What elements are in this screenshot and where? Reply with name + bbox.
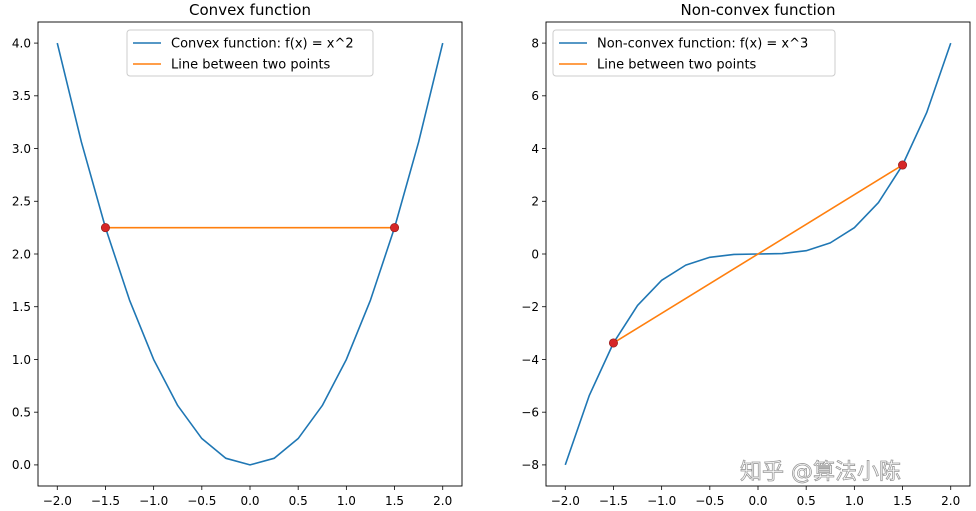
chord-line xyxy=(613,164,903,344)
x-tick-label: −1.5 xyxy=(599,494,628,508)
x-tick-label: 0.0 xyxy=(240,494,259,508)
legend-label: Non-convex function: f(x) = x^3 xyxy=(597,37,808,52)
endpoint-marker xyxy=(608,338,618,348)
y-tick-label: 1.5 xyxy=(12,300,31,314)
x-tick-label: −2.0 xyxy=(551,494,580,508)
x-tick-label: 0.5 xyxy=(289,494,308,508)
x-tick-label: 0.5 xyxy=(797,494,816,508)
x-tick-label: −1.5 xyxy=(91,494,120,508)
y-tick-label: 2.5 xyxy=(12,195,31,209)
x-tick-label: 0.0 xyxy=(748,494,767,508)
y-tick-label: −6 xyxy=(521,405,539,419)
watermark-text: 知乎 @算法小陈 xyxy=(740,460,901,485)
y-tick-label: 2 xyxy=(531,195,539,209)
legend-box xyxy=(126,29,374,77)
legend-label: Line between two points xyxy=(171,58,331,73)
y-tick-label: 3.0 xyxy=(12,142,31,156)
x-tick-label: −0.5 xyxy=(695,494,724,508)
legend-box xyxy=(552,29,836,77)
x-tick-label: −1.0 xyxy=(139,494,168,508)
x-tick-label: 1.0 xyxy=(845,494,864,508)
chart-title: Non-convex function xyxy=(680,1,835,19)
y-tick-label: 0.0 xyxy=(12,458,31,472)
convex-chart: Convex function −2.0 −1.5 −1.0 −0.5 0.0 0.5 1.0… xyxy=(12,1,463,508)
x-tick-label: 1.5 xyxy=(385,494,404,508)
y-tick-label: 4.0 xyxy=(12,36,31,50)
x-tick-label: 2.0 xyxy=(941,494,960,508)
y-tick-label: 0 xyxy=(531,247,539,261)
y-tick-label: −8 xyxy=(521,458,539,472)
chart-title: Convex function xyxy=(189,1,311,19)
non-convex-chart: Non-convex function −2.0 −1.5 −1.0 −0.5 0.0 0.… xyxy=(521,1,971,508)
x-tick-label: 2.0 xyxy=(433,494,452,508)
x-tick-label: −0.5 xyxy=(187,494,216,508)
y-tick-label: −4 xyxy=(521,353,539,367)
endpoint-marker xyxy=(898,160,908,170)
y-tick-label: −2 xyxy=(521,300,539,314)
legend-label: Convex function: f(x) = x^2 xyxy=(171,37,354,52)
y-tick-label: 4 xyxy=(531,142,539,156)
y-tick-label: 8 xyxy=(531,36,539,50)
y-tick-label: 3.5 xyxy=(12,89,31,103)
legend-label: Line between two points xyxy=(597,58,757,73)
endpoint-marker xyxy=(100,223,110,233)
y-tick-label: 1.0 xyxy=(12,353,31,367)
y-tick-label: 0.5 xyxy=(12,405,31,419)
y-tick-label: 6 xyxy=(531,89,539,103)
x-tick-label: −2.0 xyxy=(43,494,72,508)
x-tick-label: −1.0 xyxy=(647,494,676,508)
y-tick-label: 2.0 xyxy=(12,247,31,261)
function-curve xyxy=(56,42,444,466)
x-tick-label: 1.5 xyxy=(893,494,912,508)
x-tick-label: 1.0 xyxy=(337,494,356,508)
endpoint-marker xyxy=(390,223,400,233)
